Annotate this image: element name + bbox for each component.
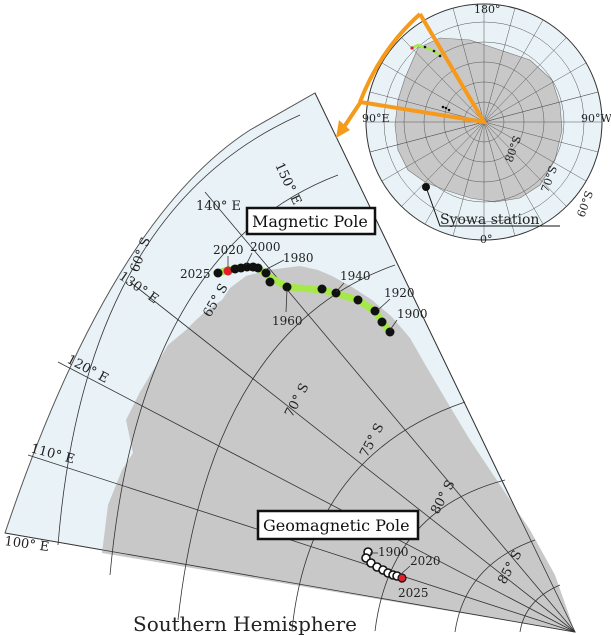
geo-year-label-2025: 2025 <box>398 586 429 600</box>
geomagnetic-pole-label-box: Geomagnetic Pole <box>256 509 420 541</box>
geomagnetic-pole-track <box>361 547 407 583</box>
magnetic-point <box>370 306 380 316</box>
inset-label-0: 0° <box>480 233 493 246</box>
magnetic-point <box>282 282 292 292</box>
magnetic-point <box>261 268 271 278</box>
magnetic-point <box>331 288 341 298</box>
lon-label-100: 100° E <box>3 534 50 555</box>
geomagnetic-pole-label: Geomagnetic Pole <box>263 516 410 535</box>
year-label-2020: 2020 <box>213 243 244 257</box>
year-label-2000: 2000 <box>250 240 281 254</box>
magnetic-pole-track <box>213 262 395 337</box>
parallel-lines <box>57 114 561 633</box>
year-label-1980: 1980 <box>283 251 314 265</box>
year-label-1920: 1920 <box>384 286 415 300</box>
sector-map <box>4 92 576 633</box>
inset-globe: 180° 90°E 90°W 0° 80°S 70°S 60°S Syowa s… <box>336 3 611 246</box>
magnetic-point <box>377 317 387 327</box>
geomagnetic-point-2025 <box>397 573 407 583</box>
inset-sector-outline <box>359 12 488 125</box>
inset-label-90e: 90°E <box>362 112 390 125</box>
magnetic-point <box>213 268 223 278</box>
year-label-2025: 2025 <box>180 267 211 281</box>
year-label-1960: 1960 <box>272 314 303 328</box>
magnetic-point-2020 <box>223 266 233 276</box>
meridian-lines <box>4 92 576 633</box>
geo-year-label-2020: 2020 <box>410 554 441 568</box>
magnetic-point <box>385 327 395 337</box>
magnetic-pole-label: Magnetic Pole <box>252 212 368 231</box>
inset-label-90w: 90°W <box>581 112 611 125</box>
syowa-station-label: Syowa station <box>440 212 539 228</box>
magnetic-point <box>353 295 363 305</box>
year-label-1940: 1940 <box>340 269 371 283</box>
lon-label-140: 140° E <box>196 199 241 214</box>
magnetic-point <box>253 263 263 273</box>
magnetic-point <box>317 284 327 294</box>
magnetic-pole-label-box: Magnetic Pole <box>245 206 377 236</box>
inset-label-180: 180° <box>474 3 501 16</box>
map-title: Southern Hemisphere <box>133 612 357 635</box>
geomagnetic-year-labels: 1900 2020 2025 <box>370 545 441 600</box>
antarctica-land <box>102 266 575 632</box>
magnetic-point <box>265 277 275 287</box>
year-label-1900: 1900 <box>397 307 428 321</box>
magnetic-year-labels: 2025 2020 2000 1980 1960 1940 1920 1900 <box>180 240 428 331</box>
geo-year-label-1900: 1900 <box>378 545 409 559</box>
